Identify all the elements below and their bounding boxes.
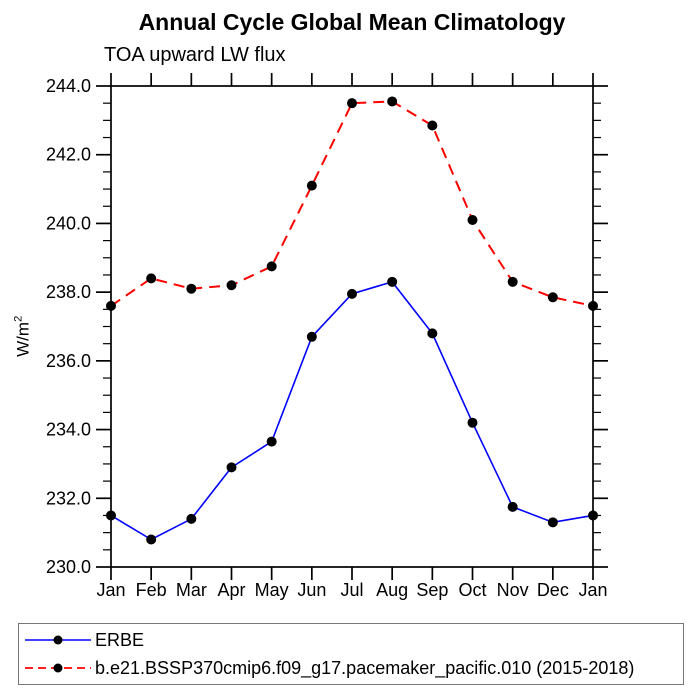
data-point-marker (146, 273, 157, 284)
legend-dashed-line-sample (25, 663, 91, 673)
x-tick-label: Aug (376, 580, 408, 600)
data-point-marker (547, 517, 558, 528)
data-point-marker (226, 280, 237, 291)
legend-box: ERBE b.e21.BSSP370cmip6.f09_g17.pacemake… (18, 623, 684, 685)
data-point-marker (507, 501, 518, 512)
x-tick-label: Dec (537, 580, 569, 600)
chart-subtitle: TOA upward LW flux (104, 44, 286, 66)
data-point-marker (467, 214, 478, 225)
data-point-marker (387, 276, 398, 287)
data-point-marker (507, 276, 518, 287)
data-point-marker (427, 120, 438, 131)
y-tick-label: 240.0 (46, 213, 91, 233)
x-tick-label: Sep (416, 580, 448, 600)
erbe-line (110, 280, 594, 541)
legend-item-erbe: ERBE (23, 628, 683, 652)
data-point-marker (266, 436, 277, 447)
y-tick-label: 232.0 (46, 488, 91, 508)
x-tick-label: Jan (96, 580, 125, 600)
line-plot-canvas: 230.0 232.0 234.0 236.0 238.0 240.0 242.0 244.0… (46, 73, 608, 600)
data-point-marker (106, 510, 116, 521)
y-tick-label: 230.0 (46, 557, 91, 577)
x-tick-label: Oct (458, 580, 486, 600)
x-tick-label: Mar (176, 580, 207, 600)
data-point-marker (186, 283, 197, 294)
data-point-marker (266, 261, 277, 272)
x-tick-label: Jun (297, 580, 326, 600)
legend-solid-line-sample (25, 635, 91, 645)
data-point-marker (106, 300, 116, 311)
data-point-marker (226, 462, 237, 473)
data-point-marker (467, 417, 478, 428)
y-tick-label: 236.0 (46, 351, 91, 371)
y-tick-label: 244.0 (46, 76, 91, 96)
data-point-marker (588, 510, 598, 521)
model-line (110, 100, 594, 307)
data-point-marker (387, 96, 398, 107)
x-tick-label: Feb (136, 580, 167, 600)
data-point-marker (588, 300, 598, 311)
data-point-marker (186, 513, 197, 524)
legend-item-model: b.e21.BSSP370cmip6.f09_g17.pacemaker_pac… (23, 656, 683, 680)
y-tick-label: 238.0 (46, 282, 91, 302)
legend-label-erbe: ERBE (95, 629, 145, 650)
data-point-marker (306, 331, 317, 342)
data-point-marker (146, 534, 157, 545)
data-point-marker (547, 292, 558, 303)
data-point-marker (347, 98, 357, 109)
y-tick-label: 242.0 (46, 145, 91, 165)
data-point-marker (306, 180, 317, 191)
x-tick-label: Nov (497, 580, 529, 600)
legend-label-model: b.e21.BSSP370cmip6.f09_g17.pacemaker_pac… (95, 657, 635, 678)
plot-border (110, 85, 594, 568)
x-tick-label: Jul (340, 580, 363, 600)
x-tick-label: Jan (578, 580, 607, 600)
data-point-marker (427, 328, 438, 339)
chart-title: Annual Cycle Global Mean Climatology (138, 9, 566, 35)
x-tick-label: May (255, 580, 289, 600)
data-point-marker (347, 288, 357, 299)
y-tick-label: 234.0 (46, 420, 91, 440)
x-tick-label: Apr (217, 580, 245, 600)
